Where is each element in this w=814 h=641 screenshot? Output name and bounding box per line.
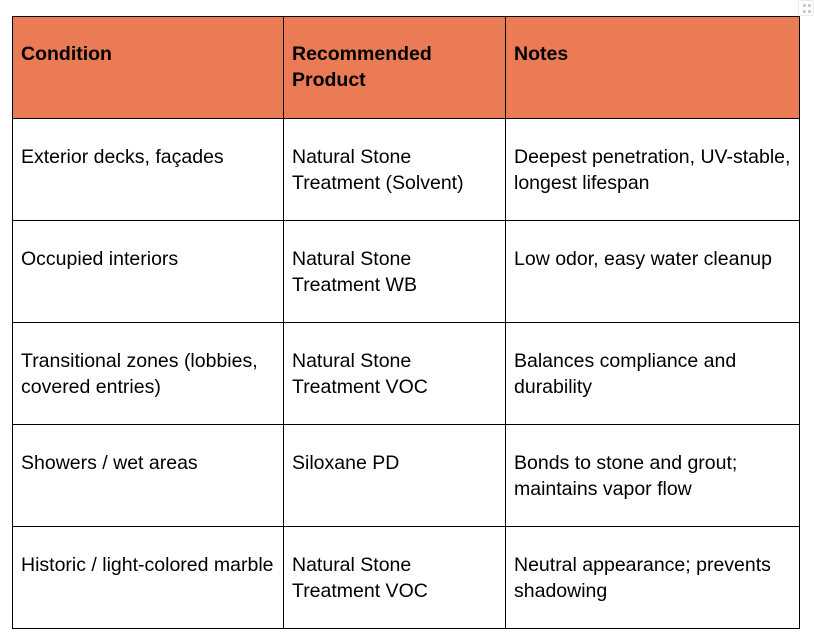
cell-notes: Low odor, easy water cleanup [505,220,800,323]
cell-notes: Balances compliance and durability [505,322,800,425]
cell-condition: Showers / wet areas [12,424,284,527]
cell-condition: Historic / light-colored marble [12,526,284,629]
cell-condition: Occupied interiors [12,220,284,323]
table-row: Historic / light-colored marble Natural … [12,526,800,629]
recommendation-table: Condition Recommended Product Notes Exte… [12,16,800,629]
cell-notes: Deepest penetration, UV-stable, longest … [505,118,800,221]
cell-condition: Transitional zones (lobbies, covered ent… [12,322,284,425]
header-recommended-product: Recommended Product [283,16,506,119]
cell-notes: Bonds to stone and grout; maintains vapo… [505,424,800,527]
cell-product: Natural Stone Treatment VOC [283,526,506,629]
cell-notes: Neutral appearance; prevents shadowing [505,526,800,629]
table-row: Showers / wet areas Siloxane PD Bonds to… [12,424,800,527]
cell-product: Natural Stone Treatment (Solvent) [283,118,506,221]
cell-product: Natural Stone Treatment VOC [283,322,506,425]
header-condition: Condition [12,16,284,119]
cell-product: Natural Stone Treatment WB [283,220,506,323]
table-header-row: Condition Recommended Product Notes [12,16,800,119]
table-row: Exterior decks, façades Natural Stone Tr… [12,118,800,221]
table-row: Transitional zones (lobbies, covered ent… [12,322,800,425]
cell-condition: Exterior decks, façades [12,118,284,221]
cell-product: Siloxane PD [283,424,506,527]
header-notes: Notes [505,16,800,119]
drag-handle-icon[interactable] [798,0,814,16]
table-row: Occupied interiors Natural Stone Treatme… [12,220,800,323]
